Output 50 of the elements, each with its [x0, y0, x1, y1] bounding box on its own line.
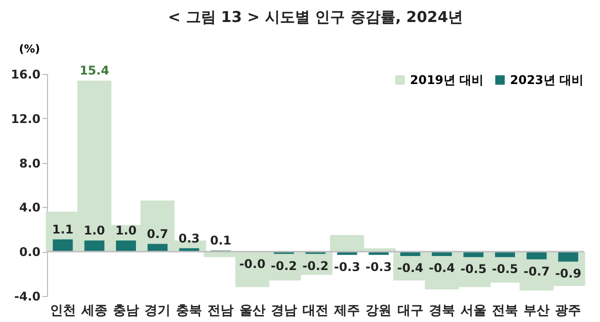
data-label: -0.5 [492, 262, 518, 276]
data-label: -0.4 [397, 261, 424, 276]
data-label: -0.0 [239, 257, 266, 272]
x-tick-label: 충남 [112, 304, 139, 318]
legend-label: 2023년 대비 [510, 73, 584, 87]
data-label: -0.9 [555, 266, 582, 281]
x-tick-label: 전북 [492, 304, 518, 318]
x-tick-label: 전남 [208, 304, 234, 318]
bar [84, 240, 104, 252]
bar [148, 244, 168, 252]
y-tick-label: 16.0 [10, 68, 40, 82]
y-tick-label: 8.0 [19, 156, 40, 170]
x-tick-label: 대구 [397, 304, 424, 318]
x-tick-label: 인천 [50, 304, 76, 318]
x-tick-label: 충북 [176, 304, 202, 318]
chart-title: < 그림 13 > 시도별 인구 증감률, 2024년 [168, 8, 464, 26]
x-tick-label: 경북 [428, 304, 455, 318]
data-label: 0.3 [178, 231, 200, 246]
data-label: 1.1 [52, 222, 74, 236]
y-tick-label: -4.0 [14, 290, 40, 304]
data-label: -0.2 [302, 258, 329, 273]
x-tick-label: 울산 [239, 304, 266, 318]
data-label: 0.7 [146, 226, 168, 241]
x-tick-label: 부산 [524, 304, 550, 318]
bar [116, 240, 136, 252]
data-label: -0.2 [270, 258, 298, 273]
data-label: -0.3 [334, 260, 360, 274]
x-tick-label: 경기 [144, 304, 171, 318]
y-axis-title: (%) [18, 42, 40, 56]
data-label: 1.0 [84, 224, 106, 238]
y-tick-label: 12.0 [10, 112, 40, 126]
x-tick-label: 세종 [80, 304, 108, 318]
y-tick-label: 0.0 [19, 245, 40, 260]
y-tick-label: 4.0 [19, 200, 40, 215]
x-tick-label: 강원 [366, 304, 392, 318]
bar [52, 239, 73, 252]
x-tick-label: 서울 [460, 304, 486, 318]
data-label: -0.3 [366, 260, 392, 274]
bar [558, 252, 578, 262]
x-tick-label: 대전 [302, 304, 328, 318]
data-label: -0.7 [523, 264, 550, 278]
x-tick-label: 제주 [333, 304, 360, 318]
data-label: 1.0 [115, 224, 137, 238]
x-tick-label: 광주 [555, 304, 582, 318]
data-label: -0.4 [428, 261, 455, 276]
data-label: -0.5 [460, 262, 487, 276]
legend-label: 2019년 대비 [410, 73, 484, 87]
data-label: 15.4 [80, 64, 110, 78]
data-label: 0.1 [210, 233, 232, 248]
x-tick-label: 경남 [270, 304, 297, 318]
